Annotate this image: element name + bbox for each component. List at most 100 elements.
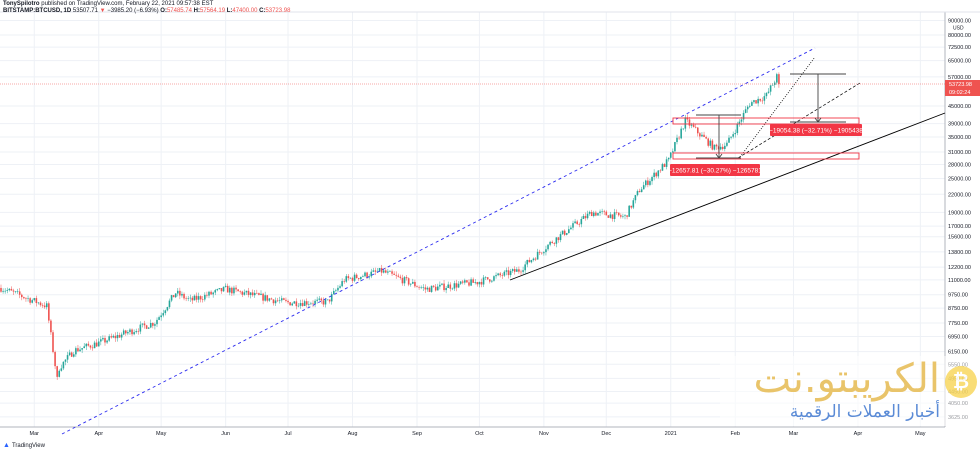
candle-body bbox=[459, 281, 462, 284]
candle-body bbox=[339, 286, 341, 288]
candle-body bbox=[224, 285, 227, 287]
candle-body bbox=[14, 291, 17, 293]
candle-body bbox=[464, 280, 466, 283]
candle-body bbox=[522, 270, 524, 272]
candle-body bbox=[172, 295, 175, 298]
candle-body bbox=[509, 270, 512, 276]
candle-body bbox=[489, 279, 491, 282]
measure-label: −19054.38 (−32.71%) −1905438 bbox=[769, 128, 863, 135]
candle-body bbox=[559, 234, 562, 241]
y-tick-label: 6150.00 bbox=[948, 350, 968, 356]
candle-body bbox=[393, 273, 395, 275]
candle-body bbox=[249, 292, 252, 295]
countdown-tag bbox=[945, 88, 980, 96]
candle-body bbox=[391, 271, 393, 274]
arrow-head-icon bbox=[715, 153, 723, 159]
candle-body bbox=[645, 180, 647, 186]
candles bbox=[0, 72, 780, 380]
candle-body bbox=[10, 288, 13, 291]
candle-body bbox=[162, 313, 165, 316]
candle-body bbox=[135, 331, 137, 333]
candle-body bbox=[497, 273, 499, 276]
candle-body bbox=[110, 336, 113, 338]
candle-body bbox=[697, 127, 699, 134]
symbol: BITSTAMP:BTCUSD, 1D bbox=[3, 8, 72, 14]
candle-body bbox=[295, 301, 298, 307]
candle-body bbox=[744, 109, 747, 113]
candle-body bbox=[264, 295, 266, 301]
candle-body bbox=[366, 272, 368, 278]
candle-body bbox=[125, 330, 127, 334]
y-tick-label: 39000.00 bbox=[948, 122, 971, 128]
candle-body bbox=[420, 287, 422, 289]
candle-body bbox=[179, 290, 181, 296]
candle-body bbox=[457, 283, 460, 288]
candle-body bbox=[199, 296, 202, 300]
x-tick-label: Oct bbox=[475, 431, 484, 437]
candle-body bbox=[256, 292, 258, 294]
candle-body bbox=[70, 352, 73, 357]
candle-body bbox=[324, 299, 327, 305]
candle-body bbox=[461, 281, 464, 283]
candle-body bbox=[701, 134, 703, 137]
tradingview-logo[interactable]: ▲ TradingView bbox=[3, 442, 45, 449]
candle-body bbox=[54, 352, 56, 367]
candle-body bbox=[534, 258, 537, 260]
candle-body bbox=[495, 275, 497, 277]
candle-body bbox=[624, 215, 626, 217]
candle-body bbox=[657, 170, 660, 177]
candle-body bbox=[636, 191, 639, 196]
candle-body bbox=[83, 346, 85, 349]
watermark-tagline: أخبار العملات الرقمية bbox=[789, 402, 940, 422]
candle-body bbox=[466, 280, 468, 283]
candle-body bbox=[595, 212, 597, 216]
x-tick-label: Sep bbox=[412, 431, 422, 437]
candle-body bbox=[422, 287, 425, 288]
candle-body bbox=[177, 290, 179, 294]
candle-body bbox=[418, 287, 420, 288]
candle-body bbox=[357, 278, 360, 280]
y-tick-label: 12200.00 bbox=[948, 265, 971, 271]
high-value: 57564.19 bbox=[200, 8, 226, 14]
candle-body bbox=[158, 317, 160, 320]
x-tick-label: Mar bbox=[789, 431, 799, 437]
candle-body bbox=[73, 354, 75, 357]
candle-body bbox=[127, 332, 129, 334]
candle-body bbox=[486, 277, 489, 280]
y-tick-label: 8750.00 bbox=[948, 306, 968, 312]
last-price-value: 53723.98 bbox=[949, 82, 972, 88]
low-label: L: bbox=[226, 8, 233, 14]
candle-body bbox=[305, 301, 308, 305]
candle-body bbox=[64, 359, 67, 362]
y-tick-label: 28000.00 bbox=[948, 163, 971, 169]
y-tick-label: 65000.00 bbox=[948, 59, 971, 65]
candle-body bbox=[233, 287, 235, 294]
candle-body bbox=[430, 285, 433, 292]
y-tick-label: 11000.00 bbox=[948, 278, 971, 284]
candle-body bbox=[414, 281, 416, 287]
price-change: −3985.20 (−6.93%) bbox=[107, 8, 159, 14]
candle-body bbox=[154, 324, 156, 326]
candle-body bbox=[424, 287, 427, 290]
candle-body bbox=[289, 302, 291, 306]
x-tick-label: 2021 bbox=[665, 431, 677, 437]
candle-body bbox=[337, 287, 339, 291]
candle-body bbox=[222, 286, 225, 292]
candle-body bbox=[341, 281, 343, 287]
candle-body bbox=[443, 283, 445, 291]
candle-body bbox=[253, 292, 256, 296]
low-value: 47400.00 bbox=[232, 8, 258, 14]
candle-body bbox=[260, 293, 262, 295]
candle-body bbox=[43, 305, 46, 308]
candle-body bbox=[620, 215, 622, 217]
candle-body bbox=[715, 144, 718, 147]
x-tick-label: Nov bbox=[539, 431, 549, 437]
candle-body bbox=[672, 151, 674, 153]
candle-body bbox=[626, 215, 628, 217]
candle-body bbox=[8, 288, 11, 291]
candle-body bbox=[48, 303, 50, 321]
candle-body bbox=[129, 329, 131, 333]
candle-body bbox=[428, 287, 431, 292]
candle-body bbox=[740, 119, 743, 122]
